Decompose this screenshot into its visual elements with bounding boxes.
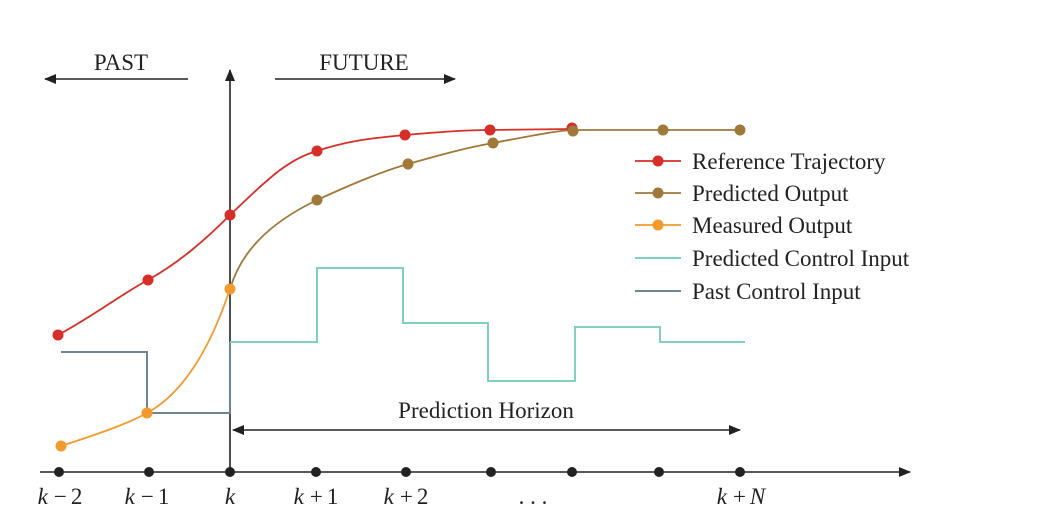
predicted-output-point xyxy=(657,124,669,136)
legend-marker-predicted-output xyxy=(652,187,664,199)
predicted-output-point xyxy=(567,125,579,137)
time-tick-dot xyxy=(144,467,154,477)
time-tick-dot xyxy=(735,467,745,477)
past-control-input-line xyxy=(61,342,231,414)
past-label: PAST xyxy=(94,50,148,75)
predicted-output-point xyxy=(402,158,414,170)
time-tick-dot xyxy=(225,467,235,477)
measured-output-line xyxy=(60,288,231,447)
horizon-label: Prediction Horizon xyxy=(398,398,574,423)
legend-label-predicted-output: Predicted Output xyxy=(692,181,849,206)
time-tick-dot xyxy=(401,467,411,477)
legend: Reference Trajectory Predicted Output Me… xyxy=(635,149,910,304)
legend-label-reference: Reference Trajectory xyxy=(692,149,886,174)
tick-label: k +2 xyxy=(384,484,429,509)
reference-point xyxy=(142,274,154,286)
reference-point xyxy=(399,129,411,141)
time-tick-dot xyxy=(567,467,577,477)
reference-point xyxy=(224,209,236,221)
legend-label-past-control: Past Control Input xyxy=(692,279,861,304)
legend-marker-reference xyxy=(652,155,664,167)
tick-label: k xyxy=(225,484,236,509)
time-tick-dot xyxy=(654,467,664,477)
measured-output-point xyxy=(224,283,236,295)
tick-label: k +1 xyxy=(294,484,339,509)
tick-label: k −1 xyxy=(125,484,170,509)
tick-label: k −2 xyxy=(38,484,83,509)
legend-label-measured-output: Measured Output xyxy=(692,213,853,238)
legend-label-predicted-control: Predicted Control Input xyxy=(692,246,910,271)
tick-label: k + N xyxy=(717,484,767,509)
predicted-output-point xyxy=(487,137,499,149)
reference-point xyxy=(52,329,64,341)
time-tick-dot xyxy=(311,467,321,477)
reference-trajectory-line xyxy=(57,128,573,336)
reference-point xyxy=(311,145,323,157)
legend-marker-measured-output xyxy=(652,219,664,231)
measured-output-point xyxy=(55,440,67,452)
time-tick-dot xyxy=(486,467,496,477)
predicted-output-point xyxy=(311,194,323,206)
time-tick-dot xyxy=(54,467,64,477)
tick-label: . . . xyxy=(519,484,548,509)
future-label: FUTURE xyxy=(319,50,408,75)
measured-output-point xyxy=(141,407,153,419)
predicted-output-point xyxy=(734,124,746,136)
predicted-control-input-line xyxy=(230,267,745,382)
reference-point xyxy=(484,124,496,136)
